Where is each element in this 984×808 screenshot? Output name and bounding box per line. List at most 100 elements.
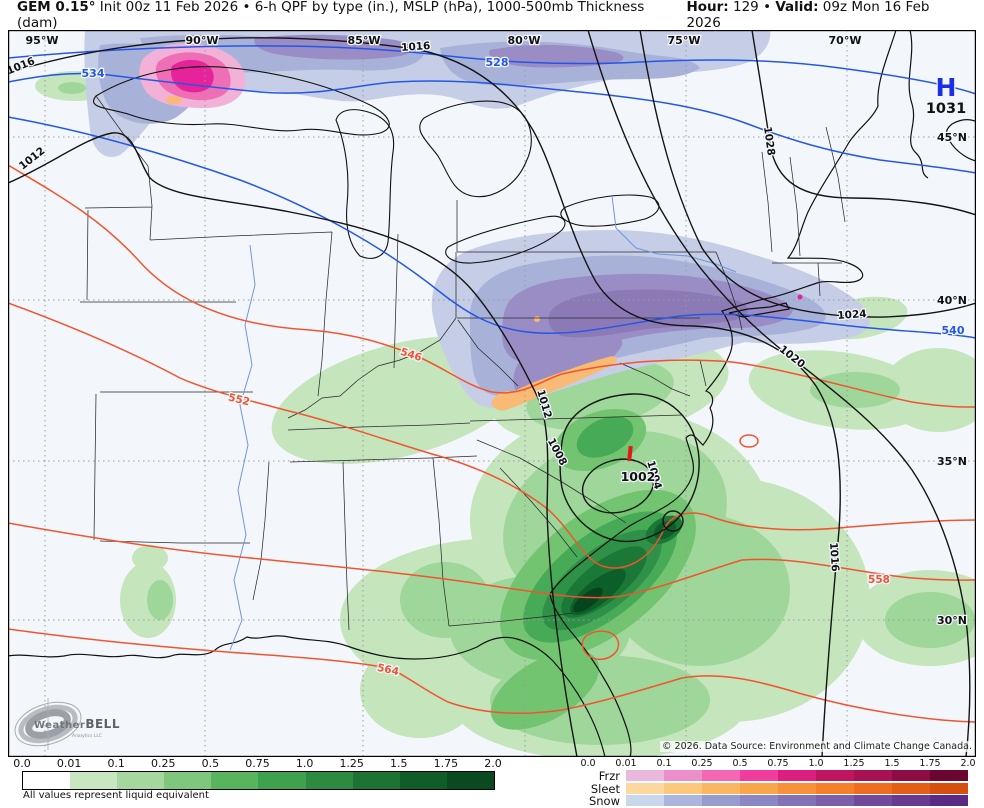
ptype-tick-labels: 0.0 0.01 0.1 0.25 0.5 0.75 1.0 1.25 1.5 1.75 2.0 [0,757,984,769]
svg-text:95°W: 95°W [26,34,59,47]
weatherbell-logo: WeatherBELL Analytics LLC [10,698,128,756]
ptype-color-segment [778,782,816,794]
coastline [8,30,976,757]
qpf-tick: 0.0 [13,757,31,770]
state-borders [80,95,846,631]
ptype-color-segment [854,770,892,781]
ptype-tick: 0.01 [615,758,637,769]
qpf-color-segment [305,772,353,789]
high-pressure-marker: H 1031 [925,72,968,119]
ptype-tick: 0.75 [767,758,789,769]
svg-text:85°W: 85°W [348,34,381,47]
contour-labels: 1016 1016 1012 1012 1008 1004 1002 1020 … [8,39,966,680]
ptype-tick: 0.5 [732,758,748,769]
qpf-tick: 0.1 [107,757,125,770]
high-value: 1031 [926,101,966,117]
ptype-color-segment [702,795,740,806]
svg-text:528: 528 [486,56,509,69]
ptype-color-segment [664,782,702,794]
svg-text:540: 540 [942,324,965,337]
svg-text:70°W: 70°W [829,34,862,47]
legend-bar: 0.0 0.01 0.1 0.25 0.5 0.75 1.0 1.25 1.5 1.75 2.0 A… [0,757,984,808]
snow-color-scale [626,795,968,806]
ptype-color-segment [816,795,854,806]
copyright-text: © 2026. Data Source: Environment and Cli… [660,741,974,752]
svg-text:1002: 1002 [621,469,656,484]
ptype-tick: 2.0 [960,758,976,769]
ptype-tick: 1.5 [884,758,900,769]
qpf-tick: 0.25 [151,757,176,770]
qpf-tick: 1.5 [390,757,408,770]
ptype-color-segment [854,782,892,794]
snow-label: Snow [588,794,620,808]
qpf-color-segment [211,772,259,789]
ptype-color-segment [664,770,702,781]
ptype-color-segment [930,795,968,806]
svg-text:75°W: 75°W [668,34,701,47]
qpf-color-segment [352,772,400,789]
logo-text: WeatherBELL [34,717,120,731]
ptype-color-segment [892,770,930,781]
frzr-color-scale [626,770,968,781]
qpf-color-segment [399,772,447,789]
logo-swirl [14,698,82,750]
sleet-label: Sleet [590,781,620,796]
ptype-color-segment [778,795,816,806]
qpf-tick: 1.25 [339,757,364,770]
sleet-color-scale [626,782,968,794]
qpf-color-segment [446,772,494,789]
graticule [8,30,976,757]
qpf-tick: 2.0 [484,757,502,770]
valid-time: Hour: 129 • Valid: 09z Mon 16 Feb 2026 [686,0,930,31]
qpf-color-scale [22,771,495,790]
ptype-color-segment [740,782,778,794]
ptype-tick: 0.0 [580,758,596,769]
thickness-contours-red [8,164,976,723]
mslp-contours [8,30,976,757]
ptype-color-segment [892,795,930,806]
qpf-tick: 0.75 [245,757,270,770]
ptype-tick: 1.75 [919,758,941,769]
qpf-tick: 0.5 [201,757,220,770]
ptype-color-segment [626,782,664,794]
frzr-label: Frzr [598,769,620,783]
sleet-row: Sleet [560,781,970,796]
svg-text:558: 558 [868,574,890,586]
ptype-color-segment [664,795,702,806]
sleet-shading [166,96,617,411]
map-area: 1016 1016 1012 1012 1008 1004 1002 1020 … [8,30,976,757]
svg-text:1016: 1016 [401,40,431,54]
svg-text:90°W: 90°W [186,34,219,47]
ptype-color-segment [930,782,968,794]
qpf-color-segment [117,772,165,789]
qpf-color-segment [23,772,71,789]
svg-text:1028: 1028 [761,126,777,157]
ptype-color-segment [892,782,930,794]
ptype-color-segment [740,795,778,806]
model-name: GEM 0.15° [17,0,96,15]
map-title: GEM 0.15° Init 00z 11 Feb 2026 • 6-h QPF… [17,0,686,31]
ptype-color-segment [816,770,854,781]
high-symbol: H [936,73,957,102]
svg-text:80°W: 80°W [508,34,541,47]
low-center-marker [627,445,633,462]
svg-text:40°N: 40°N [937,294,967,307]
ptype-tick: 0.1 [656,758,672,769]
map-border [8,30,976,757]
svg-text:30°N: 30°N [937,614,967,627]
rivers [229,195,737,651]
ptype-color-segment [702,770,740,781]
ptype-color-segment [740,770,778,781]
frzr-row: Frzr [560,769,970,783]
qpf-color-segment [258,772,306,789]
qpf-tick: 1.0 [295,757,314,770]
ptype-color-segment [626,770,664,781]
ptype-tick: 0.25 [691,758,713,769]
svg-text:45°N: 45°N [937,131,967,144]
svg-text:1016: 1016 [827,542,841,572]
ptype-color-segment [626,795,664,806]
svg-text:534: 534 [82,67,105,80]
qpf-note: All values represent liquid equivalent [23,790,209,801]
qpf-color-segment [164,772,212,789]
qpf-color-segment [70,772,118,789]
